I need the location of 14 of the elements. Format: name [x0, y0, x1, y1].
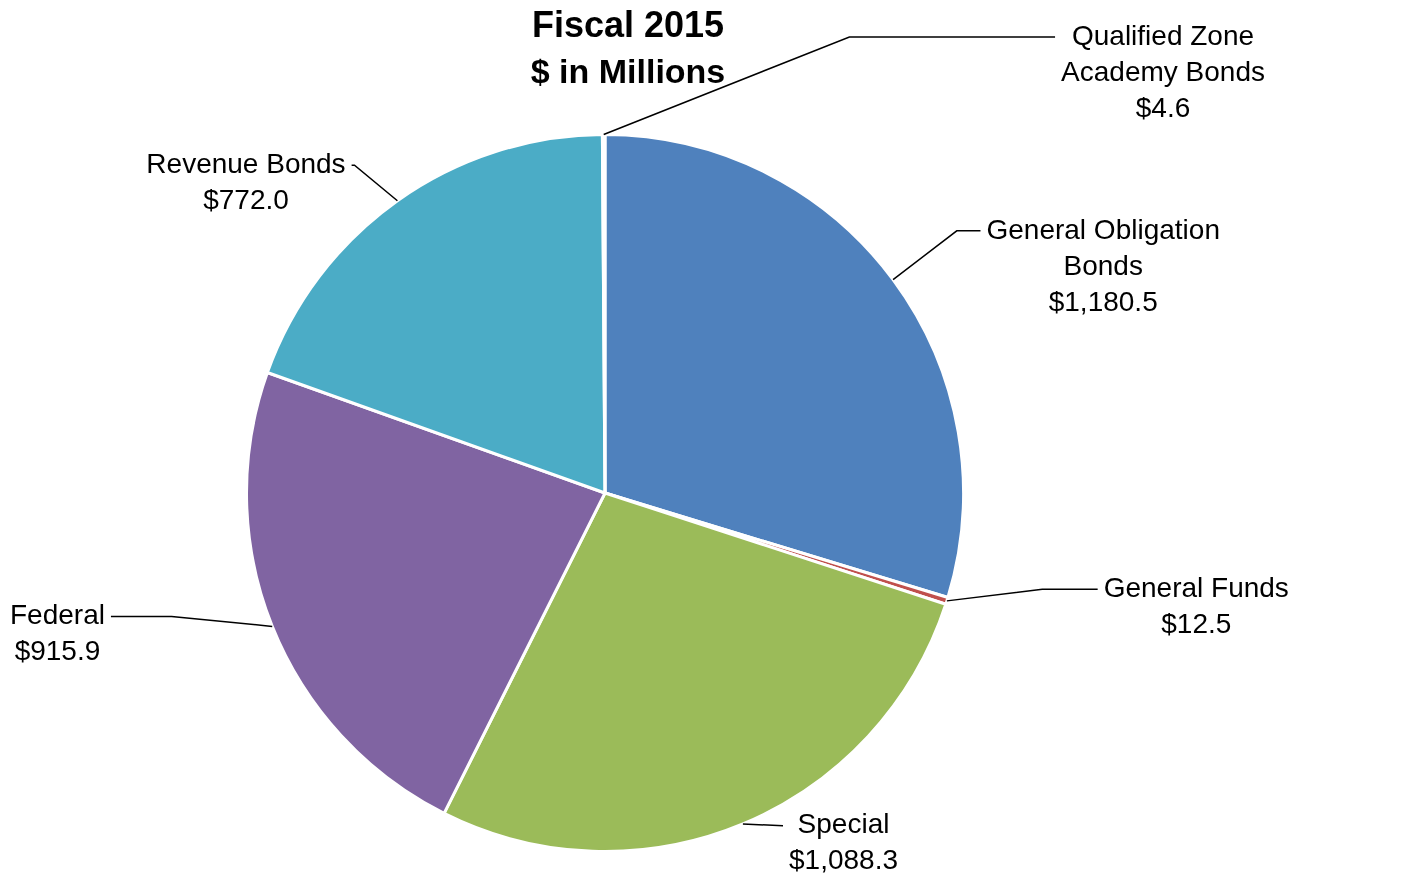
slice-label: Special — [797, 808, 890, 840]
slice-label: General Funds — [1103, 572, 1289, 604]
text: $ in Millions — [529, 52, 727, 91]
slice-label: Federal — [10, 599, 105, 631]
data-label: $915.9 — [14, 635, 101, 667]
data-label: $12.5 — [1161, 608, 1232, 640]
data-label: $1,180.5 — [1048, 285, 1158, 317]
data-label: $4.6 — [1135, 91, 1191, 123]
data-label: $1,088.3 — [789, 844, 899, 876]
slice-label: Revenue Bonds — [146, 147, 346, 179]
slice-label: Qualified Zone Academy Bonds — [1061, 19, 1265, 87]
chart-title: Fiscal 2015 — [530, 4, 726, 46]
data-label: $772.0 — [203, 183, 289, 215]
slice-label: General Obligation Bonds — [986, 213, 1220, 281]
